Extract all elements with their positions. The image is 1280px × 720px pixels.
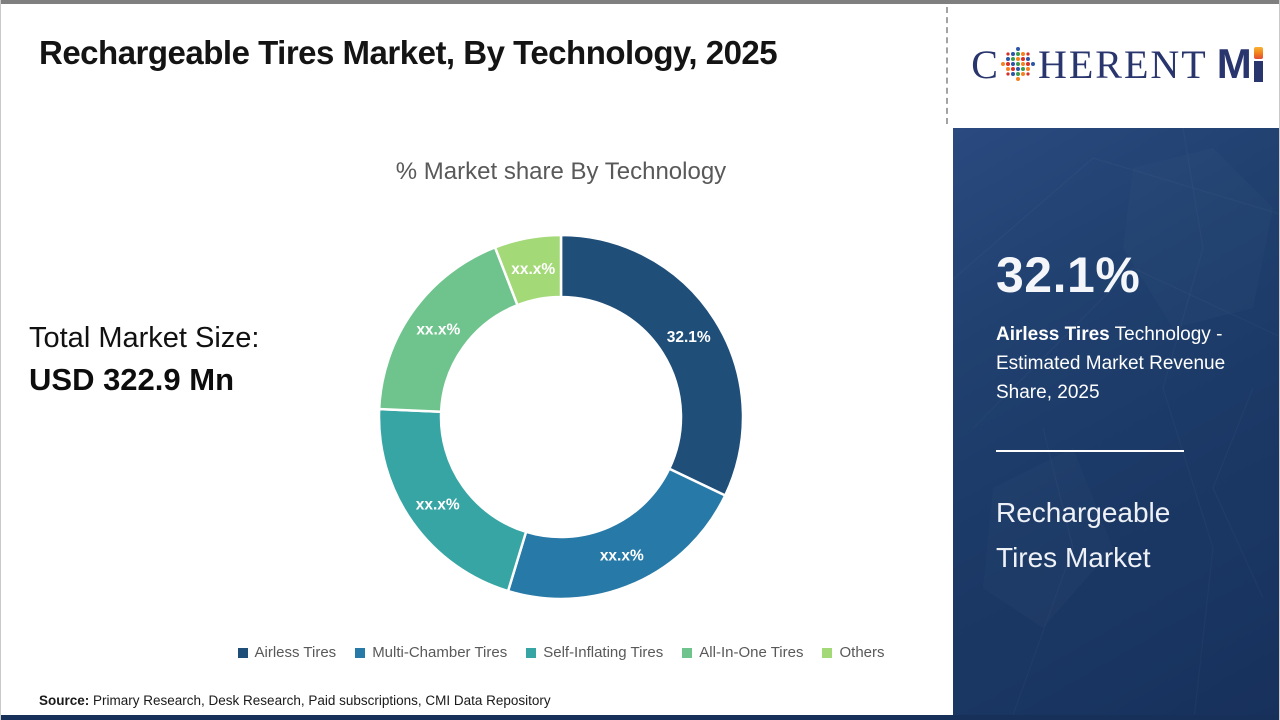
globe-dot: [1010, 67, 1015, 71]
total-market-size-label: Total Market Size:: [29, 322, 260, 354]
legend-swatch: [355, 647, 366, 658]
donut-chart-svg: 32.1% xx.x% xx.x% xx.x% xx.x%: [377, 233, 745, 601]
donut-slice-multi-chamber-tires: [506, 467, 727, 601]
highlight-sidebar: 32.1% Airless Tires Technology - Estimat…: [953, 128, 1280, 715]
chart-legend: Airless Tires Multi-Chamber Tires Self-Inf…: [76, 644, 1046, 661]
chart-subtitle: % Market share By Technology: [395, 158, 727, 185]
legend-item-self-inflating-tires: Self-Inflating Tires: [526, 644, 663, 661]
sidebar-market-name: Rechargeable Tires Market: [996, 497, 1171, 573]
legend-swatch: [822, 647, 833, 658]
logo-text-herent: HERENT: [1037, 41, 1208, 87]
globe-dot: [1005, 67, 1010, 71]
globe-dot: [1006, 72, 1010, 76]
legend-label: Others: [839, 644, 885, 661]
legend-item-others: Others: [822, 644, 885, 661]
legend-item-airless-tires: Airless Tires: [237, 644, 337, 661]
legend-label: All-In-One Tires: [699, 644, 804, 661]
slice-label: xx.x%: [511, 261, 555, 278]
globe-dot: [1010, 72, 1015, 76]
brand-logo: C HERENT M: [953, 0, 1279, 128]
map-texture-decoration: [953, 128, 1280, 715]
source-line: Source: Primary Research, Desk Research,…: [39, 693, 551, 708]
slice-label: xx.x%: [416, 322, 460, 339]
legend-label: Multi-Chamber Tires: [372, 644, 508, 661]
globe-dot: [1015, 72, 1020, 76]
legend-item-all-in-one-tires: All-In-One Tires: [682, 644, 803, 661]
globe-dot: [1010, 57, 1015, 61]
donut-slice-airless-tires: [559, 233, 745, 497]
legend-swatch: [526, 647, 537, 658]
total-market-size: Total Market Size: USD 322.9 Mn: [29, 322, 259, 398]
globe-dot: [1005, 57, 1010, 61]
globe-dot: [1015, 62, 1020, 66]
top-border-bar: [1, 0, 1279, 4]
globe-dot: [1020, 52, 1025, 56]
legend-label: Airless Tires: [254, 644, 337, 661]
sidebar-stat-value: 32.1%: [996, 247, 1141, 303]
globe-dot: [1015, 57, 1020, 61]
bottom-border-bar: [1, 715, 1279, 720]
sidebar-desc-bold: Airless Tires: [996, 324, 1110, 345]
donut-chart: 32.1% xx.x% xx.x% xx.x% xx.x%: [369, 225, 753, 609]
logo-i-stem: [1253, 60, 1263, 82]
globe-dot: [1020, 67, 1025, 71]
logo-text-m: M: [1216, 40, 1252, 87]
slice-label: 32.1%: [667, 329, 711, 346]
globe-dot: [1026, 72, 1030, 76]
dashed-divider: [946, 7, 948, 124]
globe-dot: [1020, 57, 1025, 61]
globe-dot: [1026, 52, 1030, 56]
source-label: Source:: [39, 693, 90, 708]
logo-i-glyph: [1253, 46, 1263, 82]
globe-dot: [1020, 72, 1025, 76]
sidebar-divider: [996, 450, 1184, 452]
logo-i-flame-icon: [1253, 46, 1263, 59]
globe-dot: [1025, 62, 1030, 66]
slice-label: xx.x%: [600, 548, 644, 565]
globe-dot: [1020, 62, 1025, 66]
donut-slice-others: [493, 233, 563, 307]
globe-dot: [1025, 67, 1030, 71]
globe-dot: [1005, 62, 1010, 66]
legend-item-multi-chamber-tires: Multi-Chamber Tires: [355, 644, 507, 661]
source-text: Primary Research, Desk Research, Paid su…: [89, 693, 551, 708]
logo-row: C HERENT M: [971, 40, 1263, 88]
globe-dot: [1015, 77, 1020, 81]
legend-label: Self-Inflating Tires: [543, 644, 664, 661]
globe-icon: [1000, 47, 1035, 81]
globe-dot: [1006, 52, 1010, 56]
slice-label: xx.x%: [416, 497, 460, 514]
globe-dot: [1025, 57, 1030, 61]
globe-dot: [1010, 52, 1015, 56]
globe-dot: [1015, 47, 1020, 51]
globe-dot: [1015, 67, 1020, 71]
legend-swatch: [682, 647, 693, 658]
globe-dot: [1015, 52, 1020, 56]
sidebar-stat-description: Airless Tires Technology - Estimated Mar…: [996, 320, 1232, 407]
globe-dot: [1000, 62, 1005, 66]
legend-swatch: [237, 647, 248, 658]
globe-dot: [1010, 62, 1015, 66]
total-market-size-value: USD 322.9 Mn: [29, 362, 235, 397]
logo-text-c: C: [971, 41, 998, 87]
page-title: Rechargeable Tires Market, By Technology…: [39, 34, 778, 71]
globe-dot: [1030, 62, 1035, 66]
sidebar-desc-rest: Technology - Estimated Market Revenue Sh…: [996, 324, 1226, 403]
